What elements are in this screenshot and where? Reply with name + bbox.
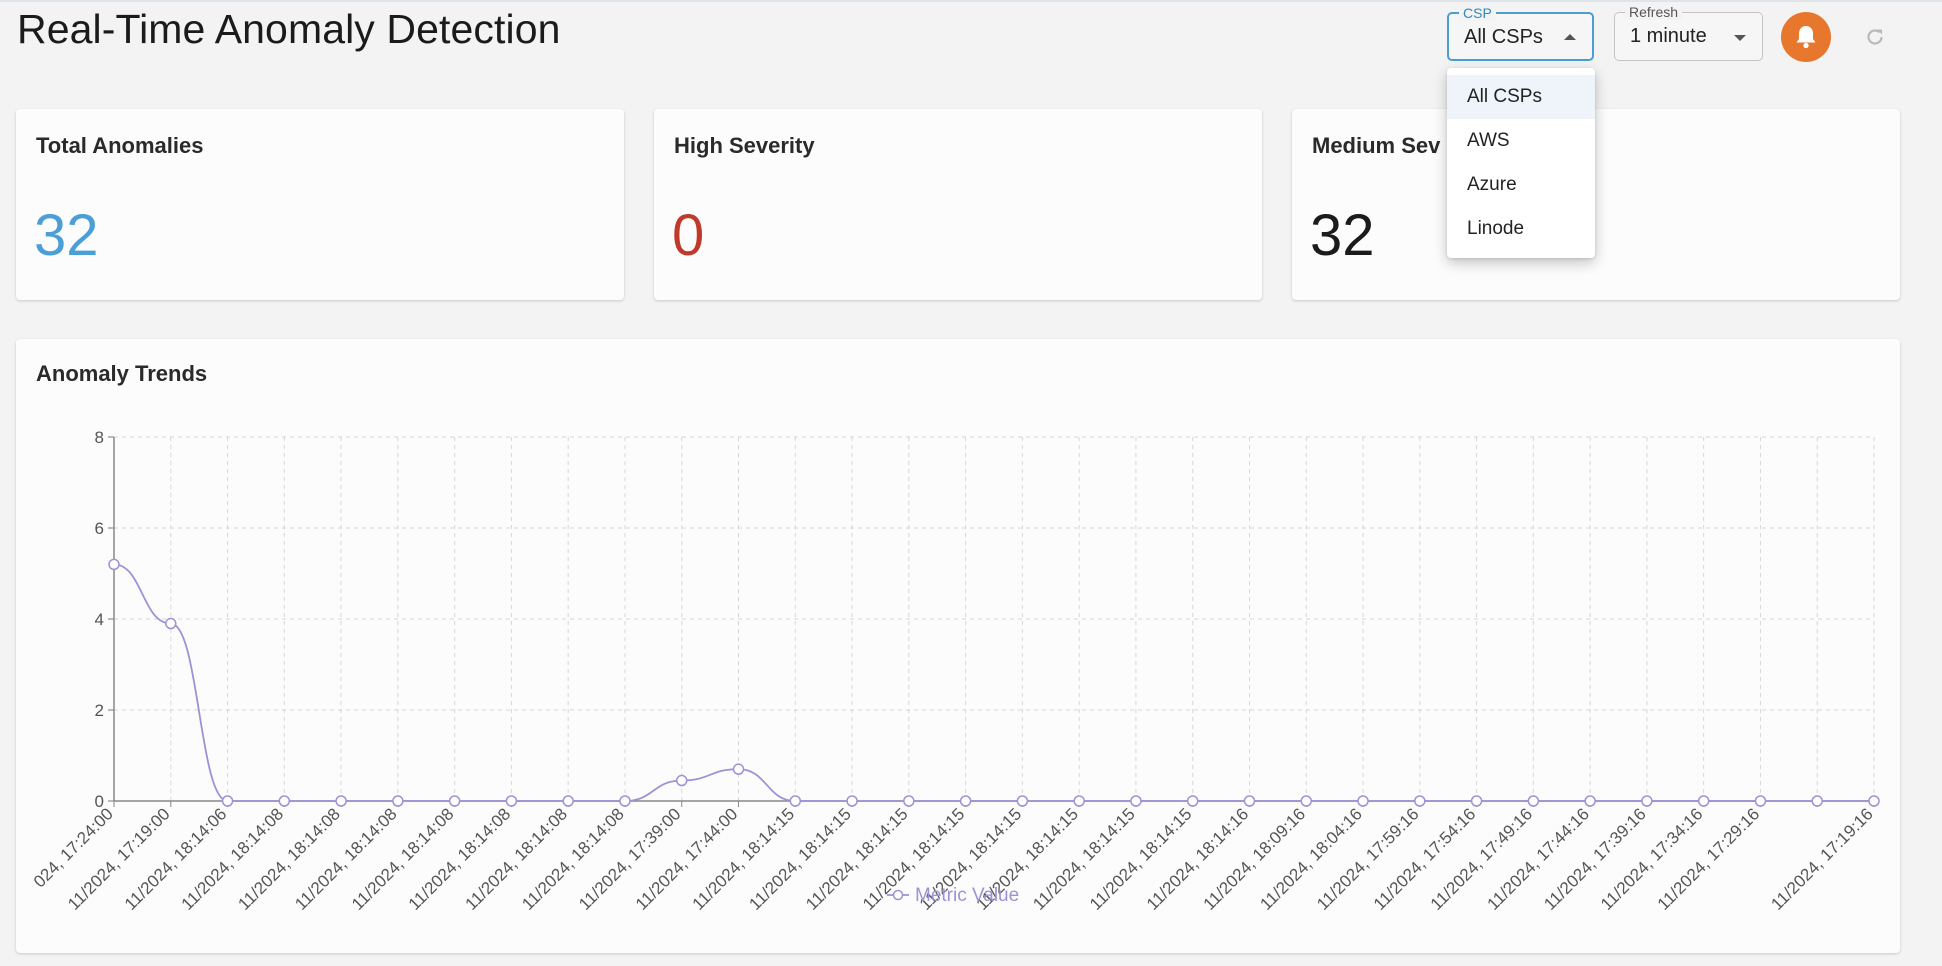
high-severity-card: High Severity 0 bbox=[654, 109, 1262, 300]
data-point bbox=[1016, 795, 1029, 807]
x-tick-label: 11/2024, 17:19:16 bbox=[1767, 804, 1876, 913]
y-tick-label: 6 bbox=[95, 519, 104, 538]
x-tick-label: 11/2024, 18:14:15 bbox=[745, 804, 854, 913]
menu-item-linode[interactable]: Linode bbox=[1467, 218, 1525, 239]
csp-dropdown-menu: All CSPs AWS Azure Linode bbox=[1447, 68, 1595, 258]
data-point bbox=[619, 795, 631, 807]
x-tick-label: 11/2024, 18:14:08 bbox=[462, 804, 571, 913]
x-tick-label: 11/2024, 18:14:08 bbox=[405, 804, 514, 913]
data-point bbox=[1186, 795, 1199, 807]
x-tick-label: 11/2024, 18:09:16 bbox=[1200, 804, 1309, 913]
data-point bbox=[675, 774, 688, 787]
x-tick-label: 11/2024, 18:14:15 bbox=[1029, 804, 1138, 913]
x-tick-label: 11/2024, 17:39:16 bbox=[1540, 804, 1649, 913]
data-point bbox=[278, 795, 291, 807]
data-point bbox=[1527, 795, 1540, 807]
x-tick-label: 11/2024, 17:44:16 bbox=[1483, 804, 1592, 913]
data-point bbox=[1357, 795, 1369, 807]
y-tick-label: 0 bbox=[95, 792, 104, 811]
data-point bbox=[505, 795, 518, 807]
data-point bbox=[1470, 795, 1483, 807]
x-tick-label: 11/2024, 18:14:06 bbox=[121, 804, 230, 913]
x-tick-label: 11/2024, 17:59:16 bbox=[1313, 804, 1422, 913]
y-tick-label: 4 bbox=[95, 610, 104, 629]
x-tick-label: 11/2024, 18:14:08 bbox=[518, 804, 627, 913]
chevron-down-icon bbox=[1734, 35, 1746, 41]
x-tick-label: 11/2024, 18:14:08 bbox=[291, 804, 400, 913]
x-tick-label: 11/2024, 18:14:08 bbox=[178, 804, 287, 913]
menu-item-all-csps[interactable]: All CSPs bbox=[1447, 75, 1595, 119]
refresh-button[interactable] bbox=[1860, 22, 1890, 52]
refresh-select-label: Refresh bbox=[1625, 4, 1683, 20]
data-point bbox=[1754, 795, 1767, 807]
data-point bbox=[392, 795, 404, 807]
anomaly-trends-card: Anomaly Trends 0 2 4 6 8 024, 17:24:00 11/2024… bbox=[16, 339, 1900, 953]
data-point bbox=[1414, 795, 1426, 807]
data-point bbox=[335, 795, 347, 807]
menu-item-aws[interactable]: AWS bbox=[1467, 130, 1510, 151]
card-value: 32 bbox=[1310, 203, 1375, 268]
refresh-select-value: 1 minute bbox=[1630, 25, 1707, 47]
x-tick-label: 11/2024, 18:14:15 bbox=[1086, 804, 1195, 913]
chart-title: Anomaly Trends bbox=[36, 361, 208, 386]
data-point bbox=[789, 795, 802, 807]
x-tick-label: 11/2024, 18:14:16 bbox=[1143, 804, 1252, 913]
card-label: High Severity bbox=[674, 133, 815, 158]
card-label: Medium Sev bbox=[1312, 133, 1441, 158]
data-point bbox=[1073, 795, 1085, 807]
bell-icon bbox=[1796, 26, 1816, 49]
x-tick-label: 11/2024, 18:04:16 bbox=[1256, 804, 1365, 913]
x-tick-label: 11/2024, 17:44:00 bbox=[632, 804, 741, 913]
card-value: 0 bbox=[672, 203, 705, 268]
data-point bbox=[1300, 795, 1313, 807]
data-point bbox=[732, 763, 745, 775]
data-point bbox=[562, 795, 574, 807]
x-tick-label: 11/2024, 17:34:16 bbox=[1597, 804, 1706, 913]
data-point bbox=[959, 795, 972, 807]
data-point bbox=[846, 795, 858, 807]
refresh-icon bbox=[1867, 29, 1883, 45]
data-point bbox=[1641, 795, 1653, 807]
legend-label: Metric Value bbox=[915, 885, 1019, 906]
data-point bbox=[903, 795, 915, 807]
series-line bbox=[113, 563, 1874, 802]
csp-select-label: CSP bbox=[1459, 5, 1496, 21]
x-tick-label: 11/2024, 17:54:16 bbox=[1370, 804, 1479, 913]
menu-item-azure[interactable]: Azure bbox=[1467, 174, 1517, 195]
data-point bbox=[221, 795, 234, 807]
csp-select[interactable]: CSP All CSPs bbox=[1447, 5, 1594, 61]
x-tick-label: 11/2024, 18:14:08 bbox=[234, 804, 343, 913]
legend-marker bbox=[892, 889, 904, 901]
x-tick-label: 11/2024, 17:39:00 bbox=[575, 804, 684, 913]
notifications-button[interactable] bbox=[1781, 12, 1831, 62]
data-point bbox=[448, 795, 461, 807]
data-point bbox=[165, 617, 177, 630]
total-anomalies-card: Total Anomalies 32 bbox=[16, 109, 624, 300]
data-point bbox=[1584, 795, 1596, 807]
data-point bbox=[1243, 795, 1256, 807]
data-point bbox=[108, 558, 120, 571]
x-tick-label: 11/2024, 17:19:00 bbox=[64, 804, 173, 913]
x-tick-label: 11/2024, 18:14:15 bbox=[689, 804, 798, 913]
top-border bbox=[0, 0, 1942, 2]
data-point bbox=[1697, 795, 1710, 807]
y-tick-label: 2 bbox=[95, 701, 104, 720]
x-tick-label: 11/2024, 17:49:16 bbox=[1427, 804, 1536, 913]
data-point bbox=[1868, 795, 1880, 807]
page-title: Real-Time Anomaly Detection bbox=[17, 6, 561, 52]
card-label: Total Anomalies bbox=[36, 133, 204, 158]
refresh-interval-select[interactable]: Refresh 1 minute bbox=[1614, 4, 1763, 61]
y-tick-label: 8 bbox=[95, 428, 104, 447]
data-point bbox=[1811, 795, 1823, 807]
data-point bbox=[1130, 795, 1142, 807]
chevron-up-icon bbox=[1564, 34, 1576, 40]
x-tick-label: 11/2024, 18:14:08 bbox=[348, 804, 457, 913]
x-tick-label: 11/2024, 17:29:16 bbox=[1654, 804, 1763, 913]
csp-select-value: All CSPs bbox=[1464, 26, 1543, 48]
card-value: 32 bbox=[34, 203, 99, 268]
medium-severity-card: Medium Sev 32 bbox=[1292, 109, 1900, 300]
